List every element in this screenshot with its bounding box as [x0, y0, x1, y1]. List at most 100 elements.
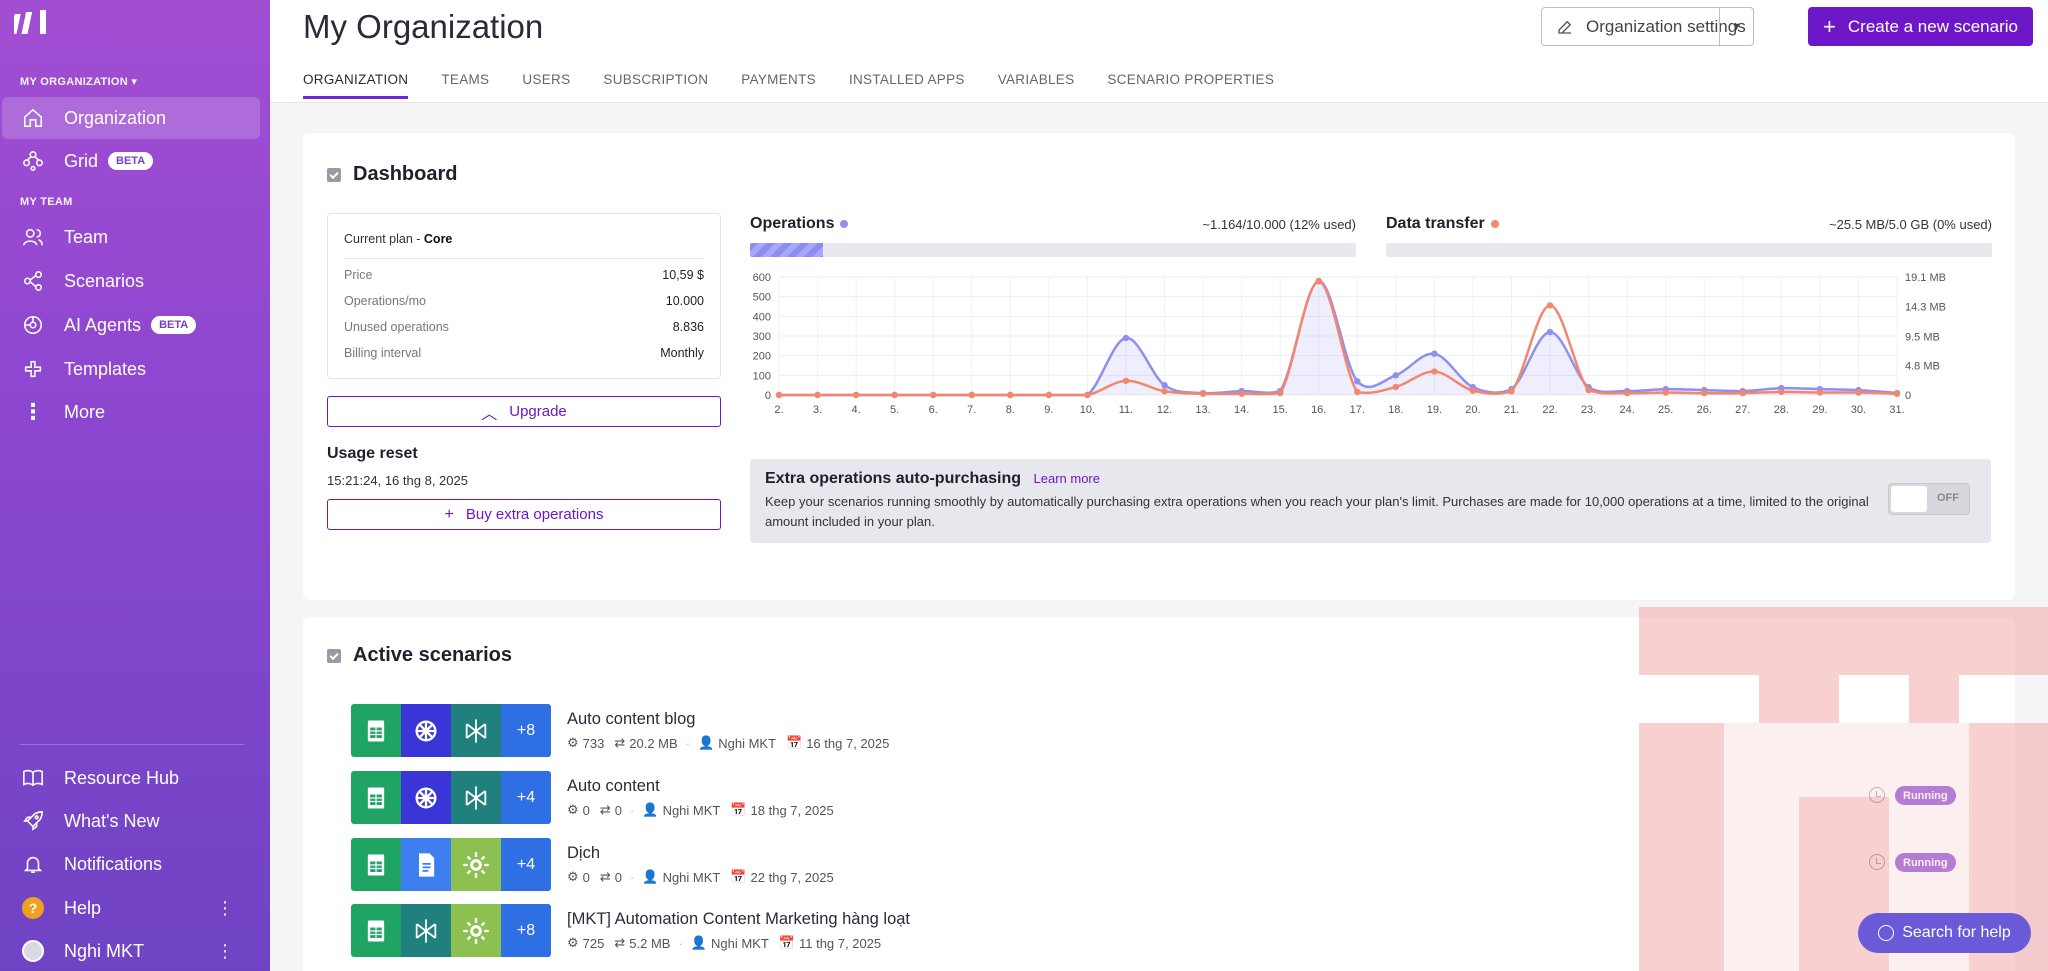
- buy-extra-label: Buy extra operations: [465, 506, 604, 523]
- x-tick-label: 9.: [1044, 404, 1053, 416]
- org-section-label[interactable]: MY ORGANIZATION ▾: [20, 76, 138, 88]
- user-menu-icon[interactable]: ⋮: [216, 940, 234, 961]
- plan-divider: [344, 258, 704, 259]
- tab-bar: ORGANIZATION TEAMS USERS SUBSCRIPTION PA…: [303, 72, 1307, 99]
- more-apps-count: +8: [501, 704, 551, 757]
- scenario-app-icons: +8: [351, 904, 551, 957]
- collapse-checkbox-icon[interactable]: [327, 167, 341, 182]
- active-scenarios-header[interactable]: Active scenarios: [327, 644, 512, 667]
- sidebar-item-notifications[interactable]: Notifications: [2, 843, 260, 885]
- sidebar-item-more[interactable]: ⋮ More: [2, 391, 260, 433]
- tab-users[interactable]: USERS: [522, 72, 571, 87]
- team-section-label: MY TEAM: [20, 196, 73, 208]
- scenario-name[interactable]: Dịch: [567, 844, 601, 862]
- scenario-row[interactable]: +4 Auto content ⚙ 0 ⇄ 0 · 👤 Nghi MKT 📅 1…: [351, 771, 834, 824]
- schedule-clock-icon[interactable]: [1869, 787, 1885, 803]
- dashboard-header[interactable]: Dashboard: [327, 163, 457, 186]
- scenario-owner: Nghi MKT: [662, 869, 721, 885]
- tab-payments[interactable]: PAYMENTS: [741, 72, 816, 87]
- scenario-meta: ⚙ 725 ⇄ 5.2 MB · 👤 Nghi MKT 📅 11 thg 7, …: [567, 935, 910, 951]
- create-scenario-button[interactable]: + Create a new scenario: [1808, 7, 2033, 46]
- x-tick-label: 13.: [1195, 404, 1210, 416]
- operations-point: [1354, 378, 1361, 385]
- create-scenario-label: Create a new scenario: [1847, 16, 2018, 36]
- make-logo[interactable]: [14, 8, 52, 36]
- perplexity-app-icon: [451, 771, 501, 824]
- data-transfer-point: [1739, 389, 1746, 397]
- operations-point: [1122, 334, 1130, 342]
- beta-badge: BETA: [151, 316, 197, 334]
- operations-point: [1546, 328, 1554, 336]
- data-transfer-point: [1199, 390, 1207, 397]
- plan-row-key: Operations/mo: [344, 294, 426, 308]
- search-for-help-button[interactable]: Search for help: [1858, 913, 2031, 953]
- sidebar-item-label: Templates: [64, 358, 147, 379]
- sidebar-item-grid[interactable]: Grid BETA: [2, 140, 260, 182]
- upgrade-label: Upgrade: [509, 403, 567, 420]
- tab-variables[interactable]: VARIABLES: [997, 72, 1075, 87]
- y2-tick-label: 0: [1905, 390, 1911, 402]
- usage-reset-title: Usage reset: [327, 445, 418, 462]
- x-tick-label: 12.: [1157, 404, 1172, 416]
- sidebar-item-resource-hub[interactable]: Resource Hub: [2, 757, 260, 799]
- plan-label: Current plan -: [344, 232, 424, 246]
- plan-row-unused: Unused operations 8.836: [344, 320, 704, 334]
- tab-scenario-properties[interactable]: SCENARIO PROPERTIES: [1107, 72, 1275, 87]
- grid-icon: [20, 148, 46, 174]
- scenario-row[interactable]: +8 Auto content blog ⚙ 733 ⇄ 20.2 MB · 👤…: [351, 704, 889, 757]
- user-icon: 👤: [690, 935, 707, 950]
- sidebar-item-ai-agents[interactable]: AI Agents BETA: [2, 304, 260, 346]
- x-tick-label: 28.: [1774, 404, 1789, 416]
- tab-subscription[interactable]: SUBSCRIPTION: [603, 72, 709, 87]
- sheets-app-icon: [351, 838, 401, 891]
- x-tick-label: 23.: [1581, 404, 1596, 416]
- tab-installed-apps[interactable]: INSTALLED APPS: [848, 72, 965, 87]
- chevron-down-icon[interactable]: ▼: [1719, 8, 1753, 45]
- tab-teams[interactable]: TEAMS: [441, 72, 490, 87]
- data-transfer-point: [1585, 386, 1592, 394]
- organization-settings-button[interactable]: Organization settings ▼: [1541, 7, 1754, 46]
- data-transfer-point: [1546, 302, 1554, 309]
- status-badge: Running: [1895, 853, 1956, 872]
- sidebar-item-whats-new[interactable]: What's New: [2, 800, 260, 842]
- auto-purchase-toggle[interactable]: OFF: [1888, 483, 1970, 515]
- x-tick-label: 10.: [1080, 404, 1095, 416]
- scenario-row[interactable]: +8 [MKT] Automation Content Marketing hà…: [351, 904, 910, 957]
- plan-row-billing: Billing interval Monthly: [344, 346, 704, 360]
- scenario-name[interactable]: Auto content blog: [567, 710, 696, 728]
- x-tick-label: 3.: [813, 404, 822, 416]
- collapse-checkbox-icon[interactable]: [327, 648, 341, 663]
- scenario-meta: ⚙ 0 ⇄ 0 · 👤 Nghi MKT 📅 22 thg 7, 2025: [567, 869, 834, 885]
- data-transfer-point: [891, 391, 898, 399]
- sidebar-item-team[interactable]: Team: [2, 216, 260, 258]
- sidebar-item-organization[interactable]: Organization: [2, 97, 260, 139]
- upgrade-button[interactable]: ︿ Upgrade: [327, 396, 721, 427]
- learn-more-link[interactable]: Learn more: [1033, 471, 1100, 486]
- scenario-owner: Nghi MKT: [718, 735, 777, 751]
- operations-point: [1161, 381, 1168, 389]
- schedule-clock-icon[interactable]: [1869, 854, 1885, 870]
- sidebar-item-user[interactable]: Nghi MKT ⋮: [2, 930, 260, 971]
- data-transfer-point: [1007, 391, 1014, 399]
- x-tick-label: 26.: [1697, 404, 1712, 416]
- data-transfer-point: [1084, 391, 1091, 399]
- tab-organization[interactable]: ORGANIZATION: [303, 72, 409, 99]
- x-tick-label: 17.: [1350, 404, 1365, 416]
- scenario-owner: Nghi MKT: [662, 802, 721, 818]
- x-tick-label: 18.: [1388, 404, 1403, 416]
- sidebar-item-help[interactable]: ? Help ⋮: [2, 887, 260, 929]
- meta-separator: ·: [630, 869, 635, 885]
- scenario-name[interactable]: Auto content: [567, 777, 660, 795]
- help-menu-icon[interactable]: ⋮: [216, 897, 234, 918]
- x-tick-label: 2.: [774, 404, 783, 416]
- scenario-name[interactable]: [MKT] Automation Content Marketing hàng …: [567, 910, 911, 928]
- sidebar-item-templates[interactable]: Templates: [2, 348, 260, 390]
- scenario-transfer: 0: [614, 869, 623, 885]
- data-transfer-point: [1315, 278, 1322, 285]
- data-transfer-point: [1276, 389, 1284, 397]
- scenario-row[interactable]: +4 Dịch ⚙ 0 ⇄ 0 · 👤 Nghi MKT 📅 22 thg 7,…: [351, 838, 834, 891]
- buy-extra-operations-button[interactable]: + Buy extra operations: [327, 499, 721, 530]
- x-tick-label: 20.: [1465, 404, 1480, 416]
- x-tick-label: 25.: [1658, 404, 1673, 416]
- sidebar-item-scenarios[interactable]: Scenarios: [2, 260, 260, 302]
